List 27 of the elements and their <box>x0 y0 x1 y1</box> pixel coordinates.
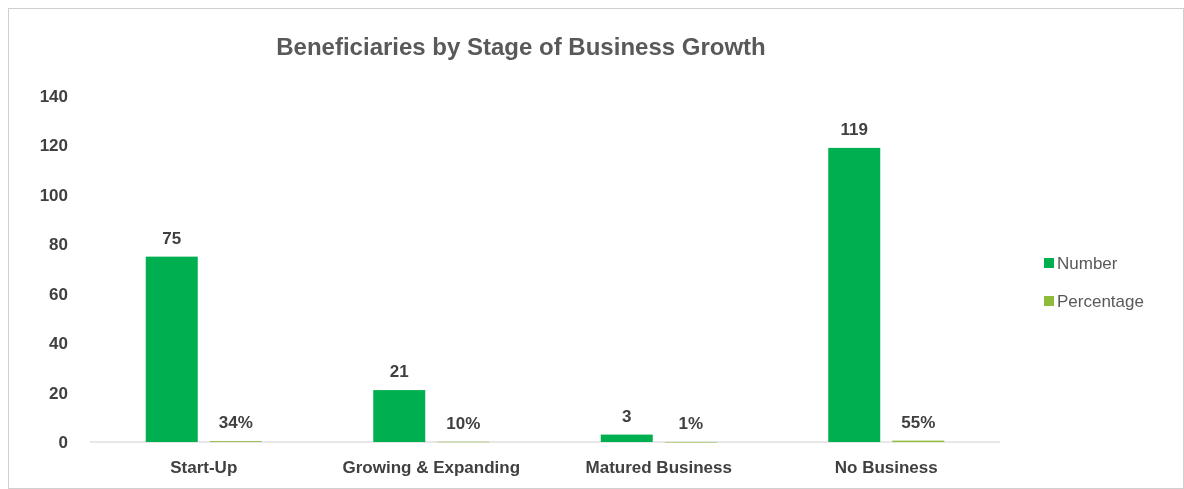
bar <box>828 147 881 442</box>
x-tick-label: Growing & Expanding <box>342 458 521 477</box>
data-label: 119 <box>840 119 868 139</box>
y-tick-label: 20 <box>49 383 68 403</box>
data-label: 10% <box>446 413 481 433</box>
data-label: 3 <box>622 406 632 426</box>
y-tick-label: 140 <box>39 86 68 106</box>
data-label: 21 <box>389 362 409 382</box>
y-tick-label: 120 <box>39 136 68 156</box>
chart-title: Beneficiaries by Stage of Business Growth <box>276 33 766 60</box>
x-tick-label: Start-Up <box>170 458 238 477</box>
data-label: 75 <box>162 228 182 248</box>
y-tick-label: 0 <box>58 432 68 452</box>
bar <box>600 434 653 442</box>
y-tick-label: 80 <box>49 235 68 255</box>
x-tick-label: No Business <box>834 458 938 477</box>
legend-label: Percentage <box>1057 291 1144 311</box>
x-tick-label: Matured Business <box>585 458 732 477</box>
data-label: 34% <box>218 413 253 433</box>
y-tick-label: 100 <box>39 185 68 205</box>
y-tick-label: 40 <box>49 334 68 354</box>
data-label: 55% <box>901 412 936 432</box>
bar <box>145 256 198 442</box>
bar <box>373 390 426 442</box>
legend-label: Number <box>1057 253 1118 273</box>
y-tick-label: 60 <box>49 284 68 304</box>
data-label: 1% <box>678 413 704 433</box>
